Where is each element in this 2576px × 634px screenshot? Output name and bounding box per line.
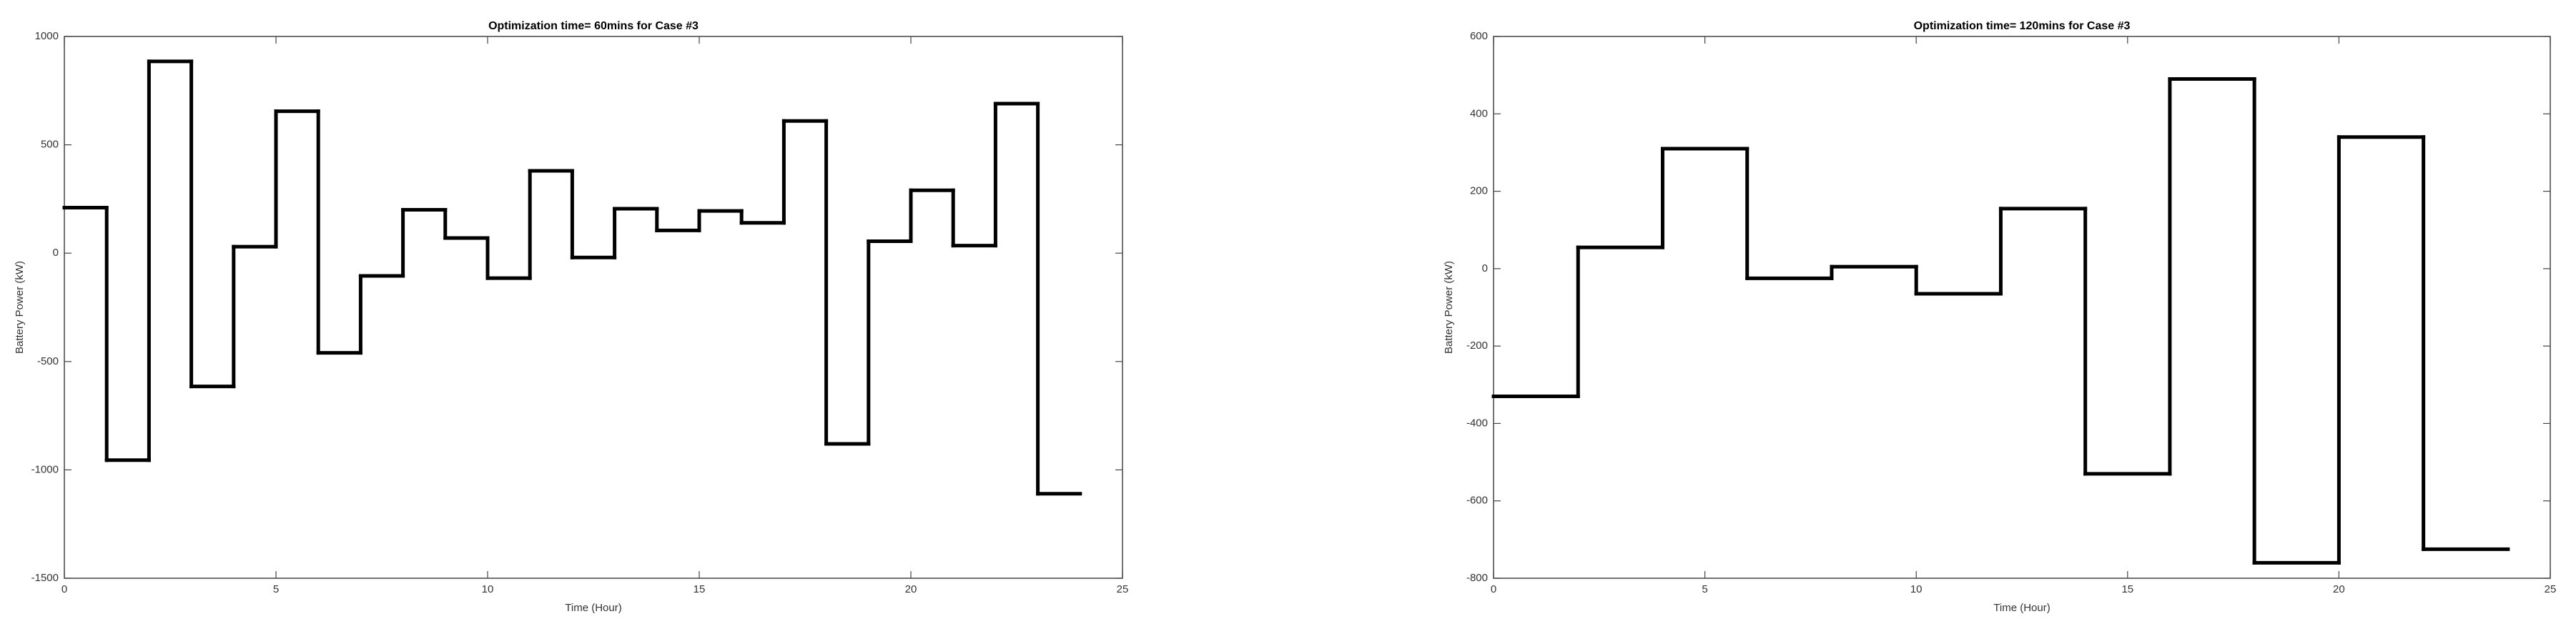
y-tick-label: 0 [53,247,59,259]
chart-title: Optimization time= 120mins for Case #3 [1914,20,2131,32]
y-tick-label: 500 [41,139,59,151]
x-tick-label: 5 [1702,583,1707,595]
y-tick-label: -1000 [31,463,59,475]
y-tick-label: -600 [1466,495,1488,507]
x-tick-label: 15 [694,583,706,595]
y-tick-label: -400 [1466,417,1488,429]
y-axis-label: Battery Power (kW) [1443,261,1455,354]
x-tick-label: 15 [2121,583,2133,595]
y-tick-label: 1000 [35,30,59,42]
plot-frame [1493,36,2551,579]
x-tick-label: 10 [1910,583,1923,595]
y-tick-label: 400 [1470,107,1488,119]
x-tick-label: 20 [2333,583,2345,595]
x-tick-label: 0 [61,583,67,595]
y-tick-label: 600 [1470,30,1488,42]
y-tick-label: -200 [1466,340,1488,352]
y-tick-label: -1500 [31,572,59,584]
x-tick-label: 25 [2545,583,2557,595]
x-axis-label: Time (Hour) [565,602,621,614]
y-tick-label: 200 [1470,185,1488,197]
y-axis-label: Battery Power (kW) [14,261,26,354]
y-tick-label: -800 [1466,572,1488,584]
x-tick-label: 0 [1491,583,1496,595]
x-tick-label: 5 [273,583,279,595]
x-tick-label: 10 [482,583,494,595]
y-tick-label: 0 [1482,262,1488,274]
x-tick-label: 25 [1117,583,1129,595]
plot-frame [64,36,1123,579]
y-tick-label: -500 [37,355,59,367]
chart-title: Optimization time= 60mins for Case #3 [488,20,699,32]
x-axis-label: Time (Hour) [1993,602,2050,614]
x-tick-label: 20 [905,583,917,595]
